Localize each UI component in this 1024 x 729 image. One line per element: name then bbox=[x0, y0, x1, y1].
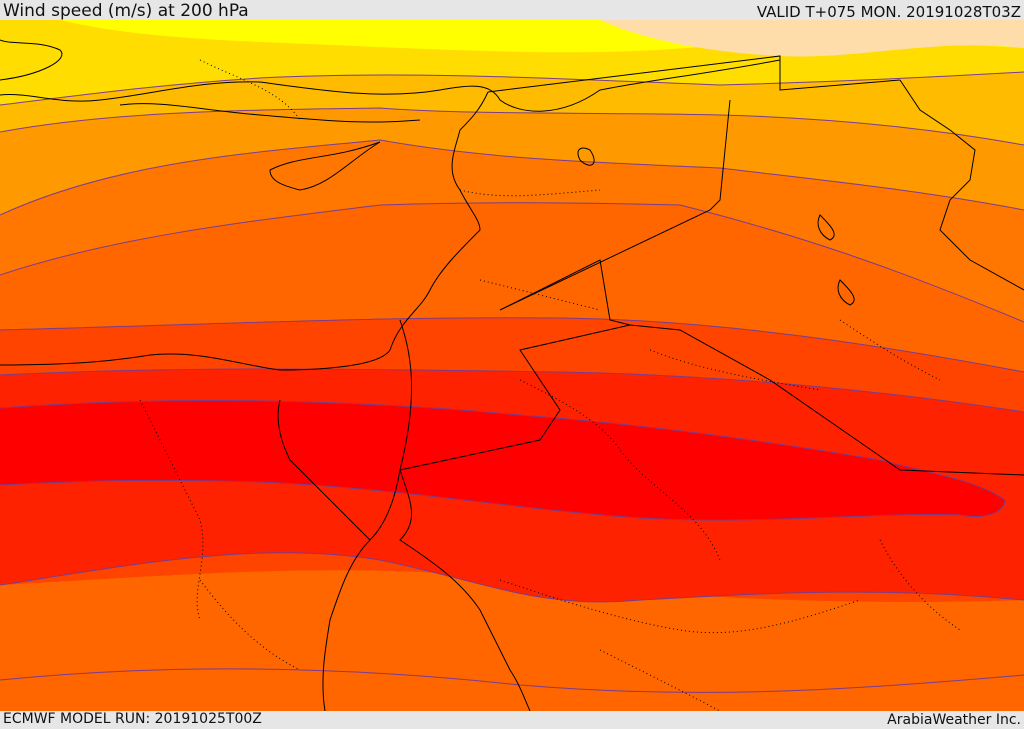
band-core bbox=[0, 400, 1005, 521]
map-title: Wind speed (m/s) at 200 hPa bbox=[3, 1, 249, 21]
model-run-label: ECMWF MODEL RUN: 20191025T00Z bbox=[3, 711, 262, 727]
coastlines bbox=[0, 39, 1024, 711]
wind-contours bbox=[0, 71, 1024, 693]
map-footer: ECMWF MODEL RUN: 20191025T00Z ArabiaWeat… bbox=[0, 711, 1024, 729]
provider-label: ArabiaWeather Inc. bbox=[887, 712, 1021, 728]
band-lightest-north bbox=[600, 20, 1024, 57]
wind-speed-map bbox=[0, 20, 1024, 711]
valid-time-label: VALID T+075 MON. 20191028T03Z bbox=[756, 3, 1021, 21]
map-header: Wind speed (m/s) at 200 hPa VALID T+075 … bbox=[0, 0, 1024, 20]
internal-borders bbox=[139, 59, 961, 711]
